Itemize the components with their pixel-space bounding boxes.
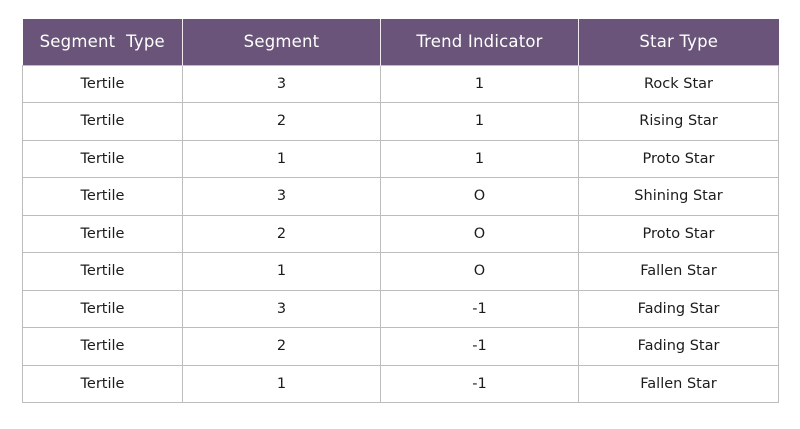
- cell-star-type: Rising Star: [578, 102, 779, 141]
- column-header-segment: Segment: [182, 19, 381, 65]
- cell-segment-type: Tertile: [22, 102, 183, 141]
- cell-segment-type: Tertile: [22, 214, 183, 253]
- table-row: Tertile 1 -1 Fallen Star: [22, 364, 779, 403]
- cell-trend-indicator: -1: [380, 364, 579, 403]
- table-row: Tertile 3 -1 Fading Star: [22, 289, 779, 328]
- cell-trend-indicator: O: [380, 252, 579, 291]
- cell-segment: 3: [182, 64, 381, 103]
- column-header-star-type: Star Type: [578, 19, 779, 65]
- cell-segment: 1: [182, 252, 381, 291]
- cell-trend-indicator: -1: [380, 289, 579, 328]
- cell-segment: 2: [182, 214, 381, 253]
- cell-segment-type: Tertile: [22, 64, 183, 103]
- cell-segment: 1: [182, 364, 381, 403]
- cell-star-type: Proto Star: [578, 214, 779, 253]
- star-type-table-container: Segment Type Segment Trend Indicator Sta…: [22, 19, 779, 403]
- table-header-row: Segment Type Segment Trend Indicator Sta…: [22, 19, 779, 65]
- table-row: Tertile 1 O Fallen Star: [22, 252, 779, 291]
- cell-segment-type: Tertile: [22, 139, 183, 178]
- cell-segment-type: Tertile: [22, 177, 183, 216]
- cell-star-type: Rock Star: [578, 64, 779, 103]
- cell-trend-indicator: O: [380, 177, 579, 216]
- cell-trend-indicator: 1: [380, 139, 579, 178]
- table-row: Tertile 2 -1 Fading Star: [22, 327, 779, 366]
- cell-star-type: Fallen Star: [578, 364, 779, 403]
- table-row: Tertile 2 1 Rising Star: [22, 102, 779, 141]
- cell-star-type: Proto Star: [578, 139, 779, 178]
- table-row: Tertile 2 O Proto Star: [22, 214, 779, 253]
- cell-segment: 2: [182, 102, 381, 141]
- cell-segment-type: Tertile: [22, 252, 183, 291]
- cell-trend-indicator: 1: [380, 64, 579, 103]
- cell-segment-type: Tertile: [22, 327, 183, 366]
- column-header-segment-type: Segment Type: [39, 32, 165, 52]
- cell-segment-type: Tertile: [22, 364, 183, 403]
- cell-star-type: Shining Star: [578, 177, 779, 216]
- cell-star-type: Fading Star: [578, 289, 779, 328]
- table-row: Tertile 1 1 Proto Star: [22, 139, 779, 178]
- cell-star-type: Fading Star: [578, 327, 779, 366]
- cell-segment-type: Tertile: [22, 289, 183, 328]
- cell-segment: 1: [182, 139, 381, 178]
- table-row: Tertile 3 1 Rock Star: [22, 64, 779, 103]
- cell-segment: 3: [182, 177, 381, 216]
- cell-segment: 3: [182, 289, 381, 328]
- cell-trend-indicator: 1: [380, 102, 579, 141]
- cell-segment: 2: [182, 327, 381, 366]
- table-row: Tertile 3 O Shining Star: [22, 177, 779, 216]
- cell-trend-indicator: -1: [380, 327, 579, 366]
- column-header-trend-indicator: Trend Indicator: [380, 19, 579, 65]
- cell-trend-indicator: O: [380, 214, 579, 253]
- star-type-table: Segment Type Segment Trend Indicator Sta…: [22, 19, 779, 403]
- cell-star-type: Fallen Star: [578, 252, 779, 291]
